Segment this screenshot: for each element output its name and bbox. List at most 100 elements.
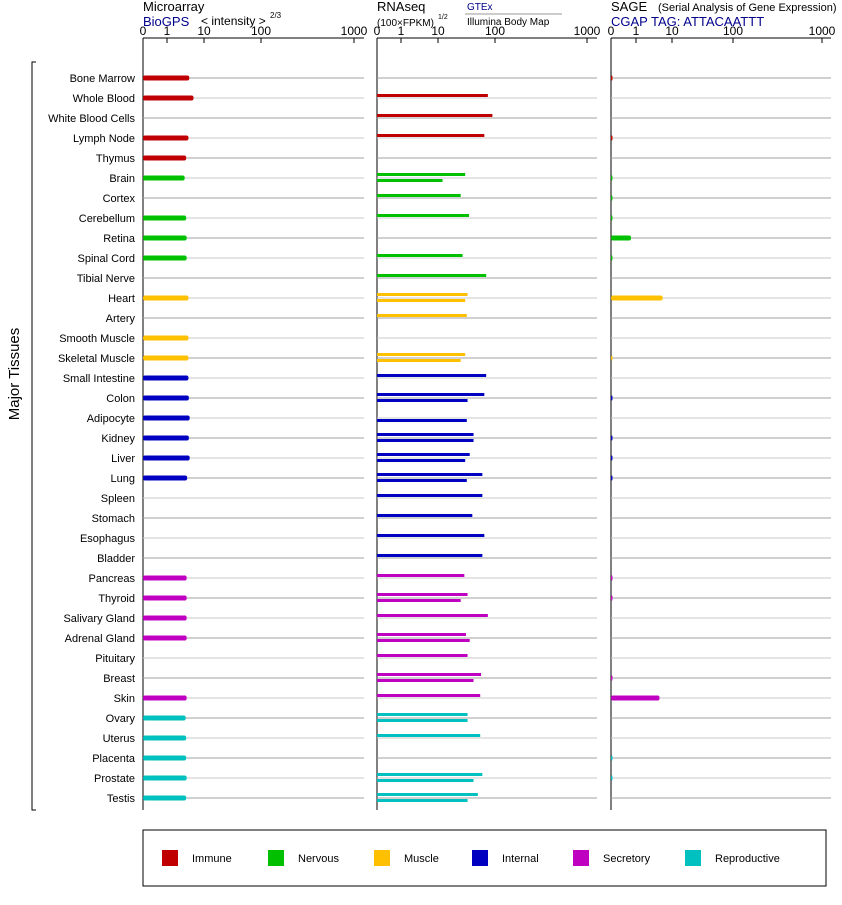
gtex-bar bbox=[377, 473, 483, 476]
sage-bar bbox=[611, 215, 613, 221]
rnaseq-header: RNAseq (100×FPKM) 1/2 GTEx Illumina Body… bbox=[377, 0, 562, 29]
microarray-bar bbox=[143, 95, 194, 101]
rnaseq-tick-label: 0 bbox=[374, 24, 381, 38]
legend-label: Nervous bbox=[298, 853, 339, 865]
gtex-bar bbox=[377, 134, 485, 137]
microarray-bar bbox=[143, 215, 187, 221]
sage-bar bbox=[611, 575, 613, 581]
gtex-bar bbox=[377, 314, 467, 317]
sage-bar bbox=[611, 755, 613, 761]
sage-bar bbox=[611, 235, 631, 241]
tissue-label: Thyroid bbox=[98, 593, 135, 605]
illumina-bar bbox=[377, 399, 468, 402]
gtex-bar bbox=[377, 453, 470, 456]
tissue-label: Bladder bbox=[97, 553, 135, 565]
tissue-label: Smooth Muscle bbox=[59, 333, 135, 345]
microarray-bar bbox=[143, 175, 185, 181]
legend-swatch bbox=[268, 850, 284, 866]
microarray-metric: < intensity > bbox=[201, 14, 266, 28]
legend-label: Secretory bbox=[603, 853, 651, 865]
microarray-bar bbox=[143, 715, 186, 721]
gtex-bar bbox=[377, 673, 482, 676]
sage-bar bbox=[611, 435, 613, 441]
microarray-bar bbox=[143, 635, 187, 641]
legend-swatch bbox=[685, 850, 701, 866]
microarray-bar bbox=[143, 395, 189, 401]
microarray-header: Microarray BioGPS < intensity > 2/3 bbox=[143, 0, 282, 29]
tissue-label: Adrenal Gland bbox=[65, 633, 135, 645]
tissue-label: Kidney bbox=[101, 433, 135, 445]
tissue-label: White Blood Cells bbox=[48, 113, 135, 125]
microarray-tick-label: 0 bbox=[140, 24, 147, 38]
microarray-bar bbox=[143, 295, 189, 301]
illumina-bar bbox=[377, 599, 461, 602]
gtex-bar bbox=[377, 694, 481, 697]
sage-header: SAGE (Serial Analysis of Gene Expression… bbox=[611, 0, 837, 29]
sage-tick-label: 0 bbox=[608, 24, 615, 38]
tissue-label: Heart bbox=[108, 293, 135, 305]
microarray-source: BioGPS bbox=[143, 14, 190, 29]
sage-bar bbox=[611, 395, 613, 401]
legend-label: Muscle bbox=[404, 853, 439, 865]
gtex-bar bbox=[377, 374, 487, 377]
gtex-bar bbox=[377, 494, 483, 497]
illumina-bar bbox=[377, 439, 474, 442]
sage-tag: CGAP TAG: ATTACAATTT bbox=[611, 14, 764, 29]
microarray-bar bbox=[143, 755, 187, 761]
sage-tick-label: 10 bbox=[665, 24, 679, 38]
sage-bar bbox=[611, 595, 613, 601]
gtex-bar bbox=[377, 293, 468, 296]
legend-swatch bbox=[472, 850, 488, 866]
illumina-bar bbox=[377, 679, 474, 682]
gtex-bar bbox=[377, 793, 478, 796]
tissue-label: Small Intestine bbox=[63, 373, 135, 385]
illumina-bar bbox=[377, 779, 474, 782]
illumina-bar bbox=[377, 719, 468, 722]
microarray-bar bbox=[143, 75, 190, 81]
tissue-label: Pancreas bbox=[89, 573, 136, 585]
gtex-bar bbox=[377, 114, 493, 117]
tissue-label: Testis bbox=[107, 793, 136, 805]
microarray-bar bbox=[143, 615, 187, 621]
rnaseq-tick-label: 100 bbox=[485, 24, 505, 38]
legend-label: Reproductive bbox=[715, 853, 780, 865]
sage-bar bbox=[611, 175, 613, 181]
gtex-bar bbox=[377, 614, 488, 617]
sage-tick-label: 100 bbox=[723, 24, 743, 38]
sage-bar bbox=[611, 695, 660, 701]
tissue-label: Bone Marrow bbox=[70, 73, 135, 85]
illumina-bar bbox=[377, 419, 467, 422]
microarray-title: Microarray bbox=[143, 0, 205, 14]
illumina-bar bbox=[377, 639, 470, 642]
tissue-label: Stomach bbox=[92, 513, 135, 525]
sage-subtitle: (Serial Analysis of Gene Expression) bbox=[658, 2, 837, 14]
microarray-bar bbox=[143, 235, 187, 241]
tissue-label: Prostate bbox=[94, 773, 135, 785]
tissue-label: Artery bbox=[106, 313, 136, 325]
tissue-label: Spleen bbox=[101, 493, 135, 505]
legend-swatch bbox=[573, 850, 589, 866]
gtex-bar bbox=[377, 534, 485, 537]
gtex-bar bbox=[377, 173, 466, 176]
sage-bar bbox=[611, 675, 613, 681]
gtex-bar bbox=[377, 194, 461, 197]
tissue-label: Adipocyte bbox=[87, 413, 135, 425]
gtex-bar bbox=[377, 514, 473, 517]
gtex-bar bbox=[377, 554, 483, 557]
microarray-bar bbox=[143, 695, 187, 701]
microarray-bar bbox=[143, 475, 188, 481]
microarray-exponent: 2/3 bbox=[270, 11, 282, 20]
sage-bar bbox=[611, 475, 613, 481]
gtex-bar bbox=[377, 393, 485, 396]
tissue-label: Whole Blood bbox=[73, 93, 135, 105]
sage-bar bbox=[611, 75, 613, 81]
gtex-bar bbox=[377, 274, 487, 277]
illumina-bar bbox=[377, 359, 461, 362]
microarray-bar bbox=[143, 455, 190, 461]
microarray-bar bbox=[143, 135, 189, 141]
tissue-label: Cerebellum bbox=[79, 213, 135, 225]
rnaseq-tick-label: 10 bbox=[431, 24, 445, 38]
legend-swatch bbox=[374, 850, 390, 866]
y-group-bracket bbox=[31, 61, 36, 811]
